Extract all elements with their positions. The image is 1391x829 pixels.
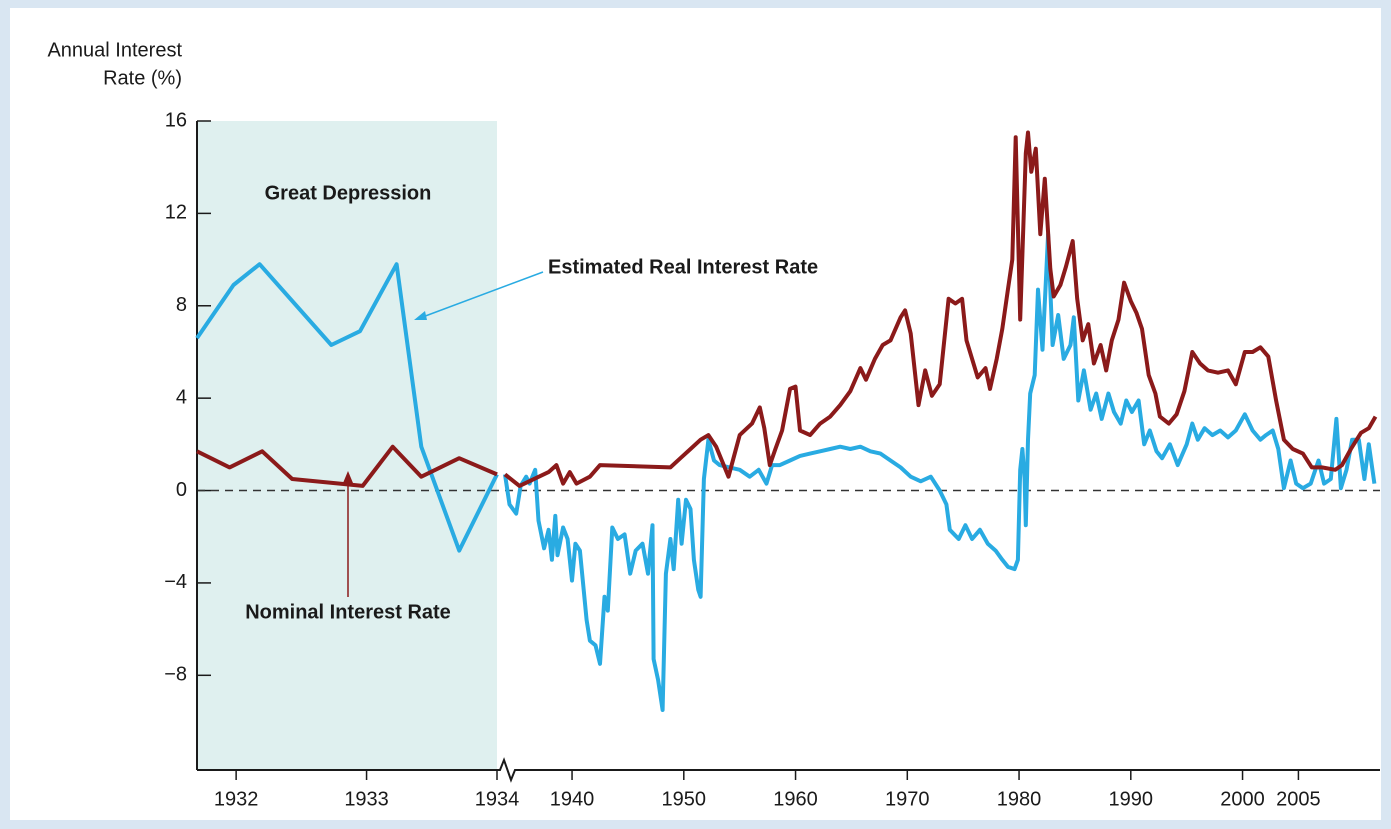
annotation-arrow [419, 271, 544, 319]
x-tick-label: 1934 [475, 788, 520, 810]
y-tick-label: −4 [164, 571, 187, 593]
y-axis-label: Rate (%) [103, 67, 182, 89]
x-tick-label: 1932 [214, 788, 259, 810]
y-tick-label: 4 [176, 386, 187, 408]
series-annotation: Estimated Real Interest Rate [548, 256, 818, 278]
y-axis-label: Annual Interest [47, 39, 182, 61]
x-tick-label: 1960 [773, 788, 818, 810]
x-tick-label: 2005 [1276, 788, 1321, 810]
x-tick-label: 1970 [885, 788, 930, 810]
y-tick-label: −8 [164, 664, 187, 686]
series-line [196, 444, 498, 488]
x-tick-label: 1933 [344, 788, 389, 810]
x-tick-label: 2000 [1220, 788, 1265, 810]
series-line [503, 130, 1378, 488]
y-tick-label: 16 [165, 109, 187, 131]
annotation-arrowhead [343, 471, 353, 483]
x-tick-label: 1990 [1109, 788, 1154, 810]
y-tick-label: 0 [176, 479, 187, 501]
shaded-region-label: Great Depression [265, 182, 432, 204]
series-annotation: Nominal Interest Rate [245, 601, 451, 623]
x-tick-label: 1940 [550, 788, 595, 810]
x-axis [197, 757, 1380, 783]
annotation-arrowhead [414, 311, 427, 320]
x-tick-label: 1980 [997, 788, 1042, 810]
series-line [195, 262, 499, 553]
y-tick-label: 8 [176, 294, 187, 316]
shaded-region [197, 121, 497, 770]
y-tick-label: 12 [165, 202, 187, 224]
x-tick-label: 1950 [662, 788, 707, 810]
series-line [503, 232, 1377, 712]
